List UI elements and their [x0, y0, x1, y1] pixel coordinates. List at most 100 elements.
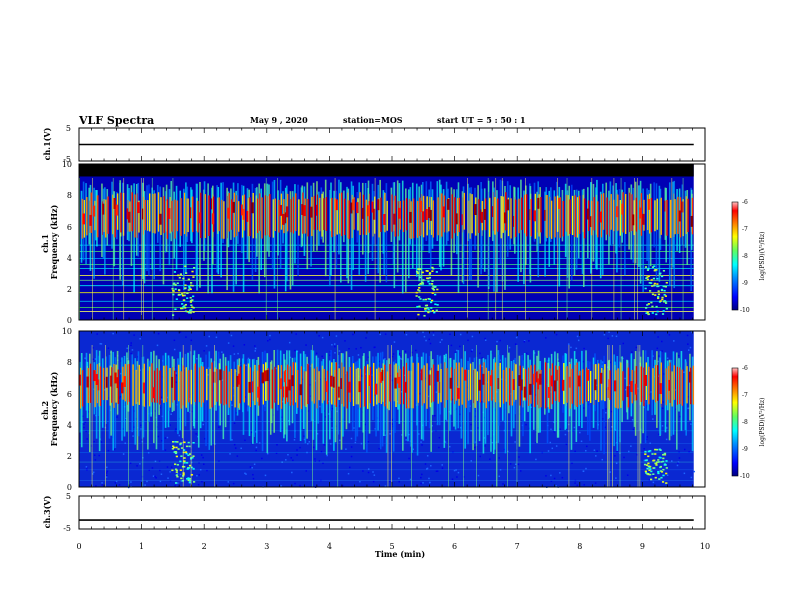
hiss-speckle — [427, 310, 430, 313]
emission-peak — [503, 212, 507, 224]
hiss-speckle — [183, 291, 186, 294]
noise-speckle — [420, 482, 422, 485]
hiss-speckle — [653, 284, 656, 287]
hiss-speckle — [646, 304, 649, 306]
hiss-speckle — [181, 303, 184, 305]
noise-speckle — [362, 470, 364, 472]
noise-speckle — [348, 348, 350, 350]
noise-speckle — [574, 482, 576, 484]
hiss-speckle — [183, 465, 186, 468]
noise-speckle — [631, 419, 634, 421]
hiss-speckle — [649, 468, 652, 470]
hiss-speckle — [190, 309, 193, 311]
noise-speckle — [130, 481, 132, 483]
noise-speckle — [324, 416, 327, 418]
noise-speckle — [378, 360, 381, 363]
emission-peak — [261, 372, 264, 384]
hiss-speckle — [646, 467, 649, 470]
noise-speckle — [577, 339, 580, 342]
hiss-speckle — [657, 297, 660, 300]
noise-speckle — [285, 459, 287, 461]
hiss-speckle — [179, 442, 182, 445]
hiss-speckle — [181, 294, 185, 297]
noise-speckle — [523, 340, 526, 343]
noise-speckle — [251, 431, 253, 434]
emission-peak — [550, 375, 554, 387]
emission-peak — [568, 376, 571, 388]
hiss-speckle — [190, 474, 194, 476]
emission-peak — [442, 206, 445, 218]
hiss-speckle — [193, 266, 196, 269]
noise-speckle — [106, 472, 108, 474]
hiss-speckle — [650, 478, 653, 481]
hiss-speckle — [182, 473, 185, 476]
ch2-colorbar-gradient — [731, 367, 739, 477]
noise-speckle — [623, 456, 625, 459]
hiss-speckle — [430, 299, 434, 302]
hiss-speckle — [657, 293, 661, 296]
emission-peak — [126, 208, 129, 220]
noise-speckle — [305, 344, 307, 346]
hiss-speckle — [663, 289, 666, 292]
hiss-speckle — [647, 473, 650, 476]
noise-speckle — [159, 469, 161, 472]
noise-speckle — [491, 441, 494, 444]
hiss-speckle — [660, 461, 663, 463]
noise-speckle — [126, 347, 128, 350]
noise-speckle — [355, 348, 357, 350]
emission-peak — [114, 372, 117, 384]
noise-speckle — [106, 474, 108, 477]
noise-speckle — [81, 415, 84, 418]
noise-speckle — [329, 354, 331, 356]
hiss-speckle — [174, 468, 178, 471]
noise-speckle — [421, 444, 423, 446]
noise-speckle — [81, 421, 84, 423]
noise-speckle — [422, 482, 424, 484]
noise-speckle — [339, 439, 341, 442]
hiss-speckle — [186, 478, 189, 480]
ch1-ytick-bottom: -5 — [63, 155, 71, 164]
noise-speckle — [405, 333, 408, 336]
emission-peak — [113, 198, 116, 209]
noise-speckle — [595, 455, 597, 457]
hiss-speckle — [180, 477, 183, 480]
hiss-speckle — [433, 311, 436, 314]
noise-speckle — [106, 466, 108, 469]
noise-speckle — [173, 348, 176, 351]
hiss-speckle — [175, 455, 178, 458]
noise-speckle — [588, 403, 590, 406]
emission-peak — [621, 203, 624, 215]
noise-speckle — [439, 341, 442, 344]
hiss-speckle — [179, 469, 182, 471]
emission-peak — [152, 387, 156, 399]
date-label: May 9 , 2020 — [250, 115, 308, 125]
noise-speckle — [389, 480, 391, 483]
hiss-speckle — [432, 289, 436, 291]
noise-speckle — [646, 436, 649, 438]
noise-speckle — [185, 336, 187, 338]
emission-peak — [238, 373, 241, 385]
hiss-speckle — [646, 311, 649, 314]
noise-speckle — [338, 350, 341, 352]
hiss-speckle — [184, 451, 188, 453]
ch2-ytick-2: 2 — [67, 452, 72, 461]
noise-speckle — [103, 389, 106, 391]
noise-speckle — [561, 476, 564, 479]
hiss-speckle — [647, 303, 650, 305]
hiss-speckle — [651, 285, 654, 287]
noise-speckle — [305, 470, 307, 472]
ch1-ytick-10: 10 — [62, 160, 72, 169]
hiss-speckle — [650, 470, 653, 473]
noise-speckle — [357, 354, 360, 356]
hiss-speckle — [419, 298, 422, 300]
hiss-speckle — [434, 303, 437, 306]
hiss-speckle — [181, 293, 184, 295]
hiss-speckle — [647, 450, 650, 453]
noise-speckle — [690, 476, 693, 479]
hiss-speckle — [651, 453, 654, 455]
emission-peak — [159, 213, 162, 225]
emission-peak — [506, 199, 510, 211]
noise-speckle — [515, 336, 518, 339]
ch2-spectrogram-image — [78, 331, 696, 489]
emission-peak — [455, 213, 459, 225]
